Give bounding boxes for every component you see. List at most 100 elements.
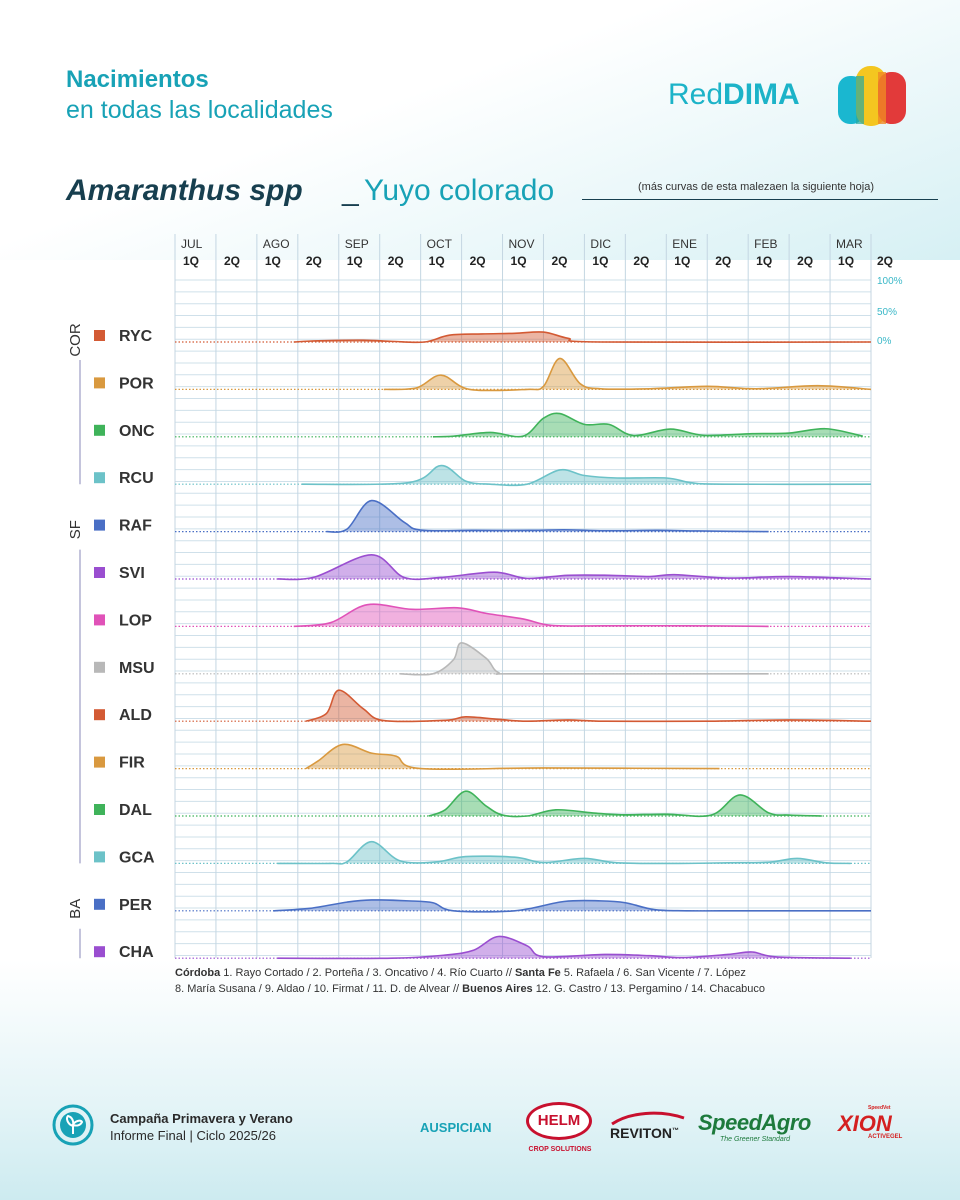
reviton-logo-text: REVITON	[610, 1125, 672, 1141]
group-label: BA	[67, 899, 84, 919]
month-label: NOV	[509, 237, 535, 251]
row-label: GCA	[119, 849, 155, 866]
period-label: 1Q	[592, 254, 608, 268]
speedagro-tagline: The Greener Standard	[720, 1136, 791, 1143]
series-area	[326, 500, 769, 533]
seedling-icon	[52, 1104, 94, 1146]
row-color-square	[94, 472, 105, 484]
species-common-name: Yuyo colorado	[364, 174, 555, 207]
reviton-logo: REVITON™	[610, 1125, 679, 1141]
row-color-square	[94, 756, 105, 768]
row-color-square	[94, 330, 105, 341]
month-label: AGO	[263, 237, 290, 251]
series-area	[293, 331, 872, 343]
xion-top-text: SpeedVet	[868, 1105, 891, 1111]
period-label: 2Q	[633, 254, 649, 268]
period-label: 1Q	[265, 254, 281, 268]
row-label: SVI	[119, 565, 145, 582]
series-line	[305, 743, 720, 771]
series-line	[277, 935, 851, 960]
series-area	[277, 841, 851, 864]
species-heading: Amaranthus spp _ Yuyo colorado (más curv…	[66, 172, 938, 208]
series-line	[301, 464, 872, 487]
row-label: FIR	[119, 755, 145, 772]
period-label: 1Q	[429, 254, 445, 268]
group-label: COR	[67, 323, 84, 357]
legend-santafe-list-2: 8. María Susana / 9. Aldao / 10. Firmat …	[175, 983, 463, 995]
legend-cordoba: Córdoba	[175, 967, 221, 979]
reviton-trademark: ™	[671, 1127, 679, 1135]
series-area	[273, 899, 872, 912]
month-label: MAR	[836, 237, 863, 251]
period-label: 2Q	[470, 254, 486, 268]
row-color-square	[94, 567, 105, 578]
series-line	[277, 840, 851, 865]
helm-logo-subtext: CROP SOLUTIONS	[528, 1146, 592, 1153]
row-color-square	[94, 424, 105, 436]
series-area	[306, 690, 871, 722]
row-label: POR	[119, 375, 154, 392]
row-label: LOP	[119, 612, 152, 629]
month-label: JUL	[181, 237, 203, 251]
legend-line-2: 8. María Susana / 9. Aldao / 10. Firmat …	[175, 983, 765, 995]
series-line	[326, 499, 769, 533]
species-separator: _	[342, 174, 359, 207]
period-label: 2Q	[551, 254, 567, 268]
series-area	[428, 791, 822, 817]
xion-subtext: ACTIVEGEL	[868, 1134, 903, 1140]
month-label: ENE	[672, 237, 697, 251]
helm-logo-text: HELM	[537, 1112, 581, 1129]
emergence-chart: JUL AGO SEP OCT NOV DIC ENE FEB MAR 1Q 2Q 1Q 2Q 1Q 2Q 1…	[67, 234, 903, 961]
row-color-square	[94, 709, 105, 721]
period-label: 2Q	[388, 254, 404, 268]
series-area	[432, 413, 863, 437]
legend-buenosaires: Buenos Aires	[462, 983, 533, 995]
period-label: 1Q	[674, 254, 690, 268]
period-label: 1Q	[511, 254, 527, 268]
month-label: FEB	[754, 237, 777, 251]
period-label: 2Q	[715, 254, 731, 268]
footer-subtitle: Informe Final | Ciclo 2025/26	[110, 1128, 276, 1143]
group-label: SF	[67, 520, 84, 539]
footer-title: Campaña Primavera y Verano	[110, 1111, 293, 1126]
period-label: 1Q	[183, 254, 199, 268]
series-line	[383, 357, 872, 392]
series-area	[306, 744, 720, 770]
series-line	[293, 603, 769, 628]
series-line	[273, 899, 871, 913]
row-label: CHA	[119, 944, 154, 961]
header-background	[0, 0, 960, 260]
brand-prefix: Red	[668, 78, 724, 111]
helm-logo: HELM	[526, 1102, 592, 1140]
legend-santafe: Santa Fe	[514, 967, 561, 979]
row-color-square	[94, 946, 105, 958]
row-color-square	[94, 519, 105, 531]
period-label: 1Q	[347, 254, 363, 268]
series-line	[277, 554, 872, 581]
row-color-square	[94, 851, 105, 863]
legend-santafe-list: 5. Rafaela / 6. San Vicente / 7. López	[560, 967, 746, 979]
period-label: 1Q	[756, 254, 772, 268]
series-line	[305, 689, 872, 723]
sponsors-label: AUSPICIAN	[420, 1120, 492, 1135]
row-label: ALD	[119, 707, 152, 724]
row-label: DAL	[119, 802, 152, 819]
row-color-square	[94, 804, 105, 815]
period-label: 2Q	[306, 254, 322, 268]
row-label: RYC	[119, 328, 153, 345]
row-color-square	[94, 661, 105, 673]
row-label: RCU	[119, 470, 154, 487]
month-label: DIC	[590, 237, 611, 251]
series-line	[432, 412, 863, 438]
legend-line-1: Córdoba 1. Rayo Cortado / 2. Porteña / 3…	[175, 967, 746, 979]
row-label: RAF	[119, 518, 152, 535]
page-subtitle: en todas las localidades	[66, 96, 333, 124]
xion-logo: XION	[838, 1111, 892, 1136]
period-label: 1Q	[838, 254, 854, 268]
reddima-logo-icon	[838, 66, 906, 126]
species-underline	[582, 199, 938, 200]
series-line	[400, 642, 769, 676]
series-area	[301, 465, 872, 486]
series-area	[383, 358, 871, 391]
period-label: 2Q	[797, 254, 813, 268]
